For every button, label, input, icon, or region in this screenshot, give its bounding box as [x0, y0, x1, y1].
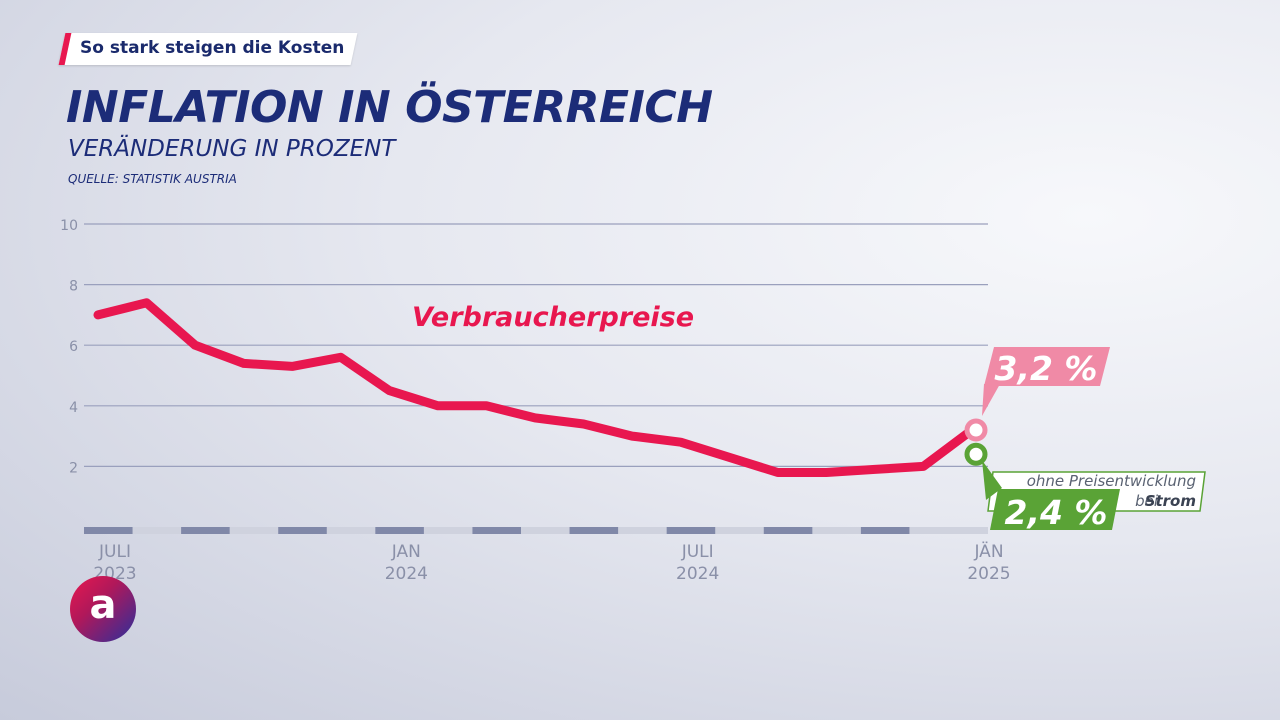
x-tick-label-2-line2: 2024	[676, 564, 719, 584]
x-axis-band	[84, 527, 988, 534]
callout-value-main: 3,2 %	[994, 349, 1097, 388]
x-axis-segment	[278, 527, 327, 534]
callout-note-line1: ohne Preisentwicklung	[1027, 472, 1196, 490]
y-tick-label-2: 2	[69, 460, 78, 476]
y-tick-label-8: 8	[69, 279, 78, 295]
x-tick-label-2-line1: JULI	[681, 542, 714, 562]
callout-pointer-alt	[982, 460, 1002, 500]
x-axis-segment	[666, 527, 716, 534]
logo-letter: a	[89, 582, 117, 628]
series-label: Verbraucherpreise	[412, 302, 694, 333]
callout-value-alt: 2,4 %	[1004, 493, 1107, 532]
y-tick-label-4: 4	[69, 400, 78, 416]
x-axis-segment	[569, 527, 619, 534]
y-tick-label-6: 6	[69, 339, 78, 355]
x-axis-segment	[84, 527, 133, 534]
x-tick-label-3-line2: 2025	[967, 564, 1010, 584]
callout-pointer-main	[982, 384, 1000, 417]
x-axis-segment	[181, 527, 230, 534]
callout-note-line2-plain: bei	[1135, 492, 1159, 510]
x-axis-segment	[860, 527, 910, 534]
marker-alt	[964, 442, 988, 466]
x-tick-label-0-line1: JULI	[98, 542, 131, 562]
y-tick-label-10: 10	[60, 218, 78, 234]
callout-box-main	[984, 347, 1110, 386]
x-axis-segment	[763, 527, 813, 534]
callout-note-line2-bold: Strom	[1145, 492, 1196, 510]
callout-box-alt	[990, 489, 1120, 530]
x-axis-segment	[472, 527, 521, 534]
x-axis-segment	[375, 527, 424, 534]
chart-source: QUELLE: STATISTIK AUSTRIA	[68, 172, 237, 186]
topic-tag-text: So stark steigen die Kosten	[80, 38, 345, 58]
x-tick-label-1-line1: JAN	[391, 542, 421, 562]
chart-subtitle: VERÄNDERUNG IN PROZENT	[68, 136, 396, 162]
x-tick-label-1-line2: 2024	[385, 564, 428, 584]
chart-title: INFLATION IN ÖSTERREICH	[66, 82, 713, 133]
x-tick-label-3-line1: JÄN	[973, 541, 1003, 562]
marker-main	[964, 418, 988, 442]
channel-logo: a	[70, 576, 136, 642]
